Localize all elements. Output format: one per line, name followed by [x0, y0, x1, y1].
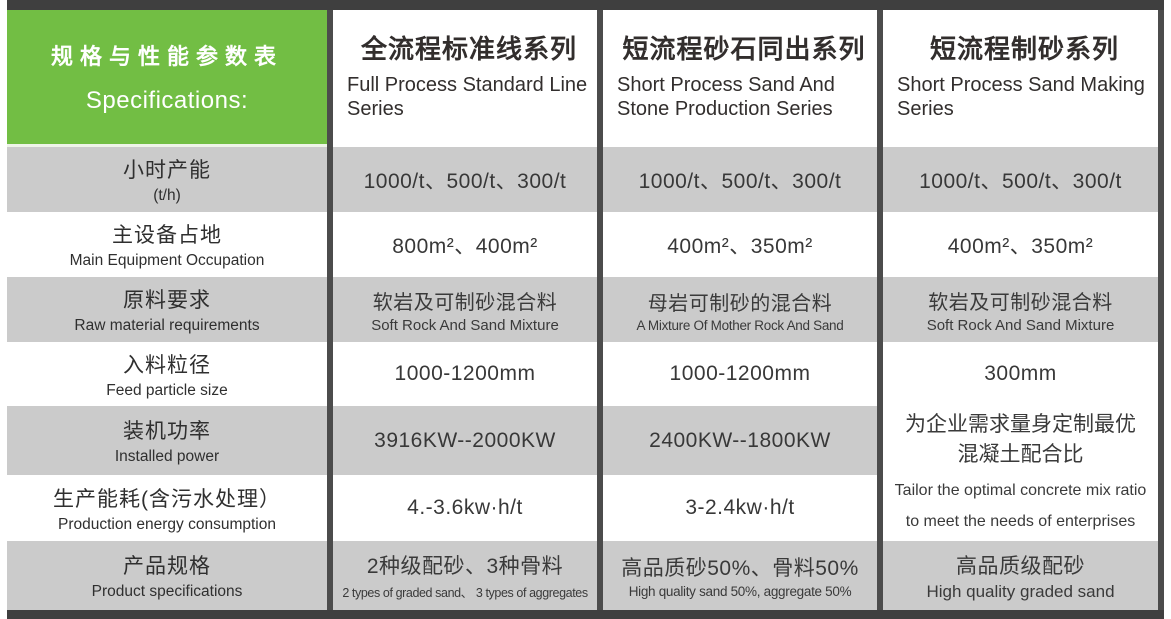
column-header-zh: 短流程制砂系列	[929, 33, 1119, 64]
value-cell: 1000/t、500/t、300/t	[333, 147, 597, 212]
value-cell: 1000/t、500/t、300/t	[883, 147, 1158, 212]
row-label-en: Raw material requirements	[74, 317, 260, 334]
value-cell: 2400KW--1800KW	[603, 406, 877, 475]
value-en: High quality graded sand	[926, 581, 1115, 601]
spec-table: 规格与性能参数表 Specifications: 全流程标准线系列 Full P…	[7, 10, 1164, 610]
value-zh: 软岩及可制砂混合料	[928, 291, 1113, 314]
value-cell: 1000/t、500/t、300/t	[603, 147, 877, 212]
value-cell: 400m²、350m²	[603, 212, 877, 277]
row-label-en: Product specifications	[91, 583, 243, 600]
table-title-en: Specifications:	[85, 87, 249, 114]
column-header-en: Short Process Sand Making Series	[897, 73, 1145, 120]
value-en: High quality sand 50%, aggregate 50%	[628, 584, 852, 599]
value-cell: 软岩及可制砂混合料 Soft Rock And Sand Mixture	[883, 277, 1158, 342]
row-label-energy-consumption: 生产能耗(含污水处理） Production energy consumptio…	[7, 475, 327, 541]
row-label-en: (t/h)	[153, 187, 181, 204]
column-header-sand-stone: 短流程砂石同出系列 Short Process Sand And Stone P…	[603, 10, 877, 147]
value-cell: 母岩可制砂的混合料 A Mixture Of Mother Rock And S…	[603, 277, 877, 342]
row-label-feed-particle-size: 入料粒径 Feed particle size	[7, 342, 327, 406]
value-cell: 2种级配砂、3种骨料 2 types of graded sand、 3 typ…	[333, 541, 597, 610]
value-cell: 高品质级配砂 High quality graded sand	[883, 541, 1158, 610]
value-cell: 1000-1200mm	[603, 342, 877, 406]
value-cell: 1000-1200mm	[333, 342, 597, 406]
value-zh: 软岩及可制砂混合料	[372, 291, 558, 314]
table-title-cell: 规格与性能参数表 Specifications:	[7, 10, 327, 147]
column-divider	[877, 10, 883, 610]
row-label-en: Production energy consumption	[58, 515, 276, 533]
row-label-zh: 入料粒径	[123, 353, 211, 377]
value-zh: 高品质级配砂	[956, 554, 1085, 578]
top-border-bar	[7, 0, 1164, 10]
row-label-hourly-capacity: 小时产能 (t/h)	[7, 147, 327, 212]
value-cell: 高品质砂50%、骨料50% High quality sand 50%, agg…	[603, 541, 877, 610]
value-cell: 4.-3.6kw·h/t	[333, 475, 597, 541]
row-label-raw-material: 原料要求 Raw material requirements	[7, 277, 327, 342]
row-label-zh: 生产能耗(含污水处理）	[53, 487, 281, 511]
bottom-border-bar	[7, 610, 1164, 619]
value-zh: 母岩可制砂的混合料	[647, 292, 833, 315]
value-cell: 400m²、350m²	[883, 212, 1158, 277]
column-header-zh: 全流程标准线系列	[360, 33, 577, 64]
column-header-en: Full Process Standard Line Series	[347, 73, 588, 120]
row-label-en: Feed particle size	[106, 381, 228, 399]
column-header-zh: 短流程砂石同出系列	[622, 33, 866, 64]
column-header-en: Short Process Sand And Stone Production …	[617, 73, 835, 120]
row-label-zh: 产品规格	[123, 555, 211, 578]
value-en: A Mixture Of Mother Rock And Sand	[636, 317, 844, 333]
value-cell: 3916KW--2000KW	[333, 406, 597, 475]
value-en: 2 types of graded sand、 3 types of aggre…	[342, 586, 588, 600]
value-cell: 软岩及可制砂混合料 Soft Rock And Sand Mixture	[333, 277, 597, 342]
table-title-zh: 规格与性能参数表	[50, 44, 283, 69]
column-header-sand-making: 短流程制砂系列 Short Process Sand Making Series	[883, 10, 1158, 147]
row-label-zh: 装机功率	[123, 420, 211, 443]
row-label-product-specifications: 产品规格 Product specifications	[7, 541, 327, 610]
row-label-installed-power: 装机功率 Installed power	[7, 406, 327, 475]
row-label-zh: 小时产能	[123, 159, 211, 182]
value-cell: 800m²、400m²	[333, 212, 597, 277]
value-en: Soft Rock And Sand Mixture	[371, 316, 559, 334]
row-label-en: Installed power	[114, 448, 220, 465]
column-divider	[597, 10, 603, 610]
value-en: Soft Rock And Sand Mixture	[926, 316, 1115, 334]
row-label-zh: 原料要求	[123, 289, 211, 312]
value-cell: 300mm	[883, 342, 1158, 406]
merged-cell-zh: 为企业需求量身定制最优混凝土配合比	[905, 412, 1136, 467]
value-cell: 3-2.4kw·h/t	[603, 475, 877, 541]
value-zh: 高品质砂50%、骨料50%	[621, 557, 859, 580]
merged-cell-custom-mix: 为企业需求量身定制最优混凝土配合比 Tailor the optimal con…	[883, 406, 1158, 541]
column-header-full-process: 全流程标准线系列 Full Process Standard Line Seri…	[333, 10, 597, 147]
column-divider	[327, 10, 333, 610]
column-divider	[1158, 10, 1164, 610]
row-label-equipment-occupation: 主设备占地 Main Equipment Occupation	[7, 212, 327, 277]
row-label-zh: 主设备占地	[112, 224, 222, 247]
merged-cell-en: Tailor the optimal concrete mix ratio to…	[894, 481, 1147, 530]
value-zh: 2种级配砂、3种骨料	[366, 555, 564, 578]
row-label-en: Main Equipment Occupation	[69, 252, 265, 269]
